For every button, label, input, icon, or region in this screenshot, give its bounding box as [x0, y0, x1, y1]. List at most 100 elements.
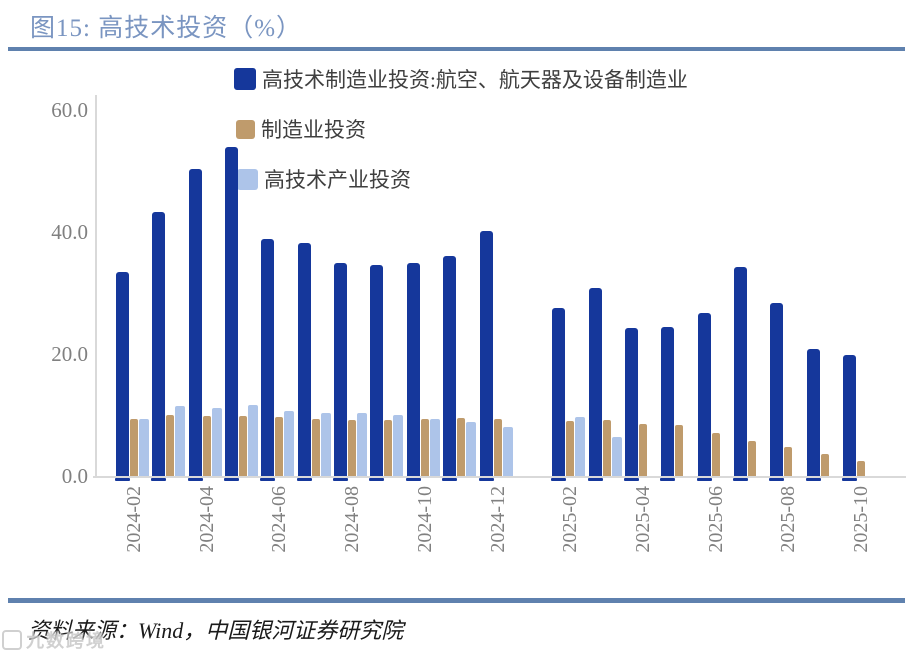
- bar-aero-2024-06: [261, 238, 275, 476]
- bar-aero-2024-04: [188, 169, 202, 476]
- bar-manufacturing-2024-11: [457, 418, 466, 476]
- x-axis-tick: [769, 478, 785, 481]
- legend-swatch-hightech-icon: [237, 168, 258, 190]
- x-axis-tick: [369, 478, 385, 481]
- x-axis-tick: [623, 478, 639, 481]
- chart-legend: 高技术制造业投资:航空、航天器及设备制造业 制造业投资 高技术产业投资: [234, 64, 688, 214]
- x-tick-label: 2024-04: [195, 486, 218, 553]
- bar-manufacturing-2025-02: [566, 421, 575, 476]
- bar-manufacturing-2024-05: [239, 416, 248, 476]
- bar-manufacturing-2025-09: [820, 454, 829, 476]
- bar-aero-2024-08: [334, 263, 348, 476]
- bar-aero-2024-09: [370, 264, 384, 476]
- x-axis-tick: [842, 478, 857, 481]
- bar-aero-2024-02: [116, 272, 129, 476]
- bar-aero-2024-12: [479, 230, 493, 476]
- x-axis-tick: [551, 478, 567, 481]
- bar-aero-2025-07: [733, 266, 747, 476]
- bar-hightech-2025-03: [611, 436, 622, 476]
- x-axis-tick: [187, 478, 203, 481]
- bar-manufacturing-2025-03: [602, 419, 611, 476]
- bar-aero-2025-05: [661, 326, 675, 476]
- x-tick-label: 2025-10: [850, 486, 872, 553]
- x-axis-tick: [151, 478, 167, 481]
- x-axis-tick: [732, 478, 748, 481]
- bar-hightech-2024-08: [357, 413, 368, 476]
- bar-manufacturing-2024-03: [166, 415, 175, 476]
- bar-aero-2024-10: [406, 262, 420, 476]
- legend-swatch-aero-icon: [234, 68, 256, 90]
- bar-hightech-2024-12: [502, 427, 513, 476]
- x-axis-tick: [660, 478, 676, 481]
- y-axis-line: [95, 95, 97, 478]
- bar-manufacturing-2024-09: [384, 420, 393, 476]
- bar-aero-2024-05: [225, 147, 239, 476]
- bar-manufacturing-2024-07: [311, 418, 320, 476]
- bar-aero-2025-06: [697, 313, 711, 476]
- x-tick-label: 2025-06: [704, 486, 727, 553]
- bar-hightech-2024-06: [284, 410, 295, 476]
- x-tick-label: 2024-06: [268, 486, 291, 553]
- figure-title: 图15: 高技术投资（%）: [30, 15, 303, 42]
- legend-swatch-manufacturing-icon: [236, 119, 255, 139]
- x-axis-tick: [442, 478, 458, 481]
- x-axis-tick: [260, 478, 276, 481]
- bar-hightech-2024-05: [248, 405, 259, 476]
- bar-aero-2025-03: [588, 288, 602, 476]
- x-axis-tick: [115, 478, 130, 481]
- legend-label-manufacturing: 制造业投资: [261, 118, 366, 142]
- bar-aero-2025-09: [806, 349, 820, 476]
- bar-manufacturing-2024-08: [348, 419, 357, 476]
- bar-manufacturing-2025-04: [638, 424, 647, 476]
- x-axis-tick: [405, 478, 421, 481]
- bar-aero-2025-02: [552, 307, 566, 476]
- x-tick-label: 2025-02: [559, 486, 582, 553]
- y-tick-label: 60.0: [51, 98, 88, 122]
- legend-label-hightech: 高技术产业投资: [264, 168, 411, 192]
- x-axis-tick: [587, 478, 603, 481]
- footer-divider: [8, 598, 905, 603]
- x-axis-tick: [296, 478, 312, 481]
- bar-hightech-2024-04: [211, 407, 222, 476]
- x-tick-label: 2024-08: [341, 486, 364, 553]
- bar-aero-2025-10: [843, 354, 856, 476]
- bar-aero-2025-04: [624, 328, 638, 476]
- x-tick-label: 2024-02: [123, 486, 145, 553]
- bar-aero-2024-11: [443, 256, 457, 476]
- bar-manufacturing-2025-08: [784, 446, 793, 476]
- y-tick-label: 20.0: [51, 342, 88, 366]
- x-axis-tick: [696, 478, 712, 481]
- x-tick-label: 2025-08: [777, 486, 800, 553]
- bar-hightech-2024-02: [139, 418, 149, 476]
- bar-hightech-2024-11: [466, 422, 477, 476]
- watermark-logo-icon: [2, 630, 22, 650]
- bar-hightech-2024-03: [175, 406, 186, 476]
- bar-manufacturing-2025-05: [675, 425, 684, 476]
- x-axis-tick: [805, 478, 821, 481]
- legend-item-manufacturing-investment: 制造业投资: [234, 114, 688, 144]
- bar-manufacturing-2024-12: [493, 419, 502, 476]
- y-tick-label: 0.0: [61, 464, 88, 488]
- source-note: 资料来源：Wind，中国银河证券研究院: [28, 618, 404, 643]
- legend-item-aero-investment: 高技术制造业投资:航空、航天器及设备制造业: [234, 64, 688, 94]
- bar-manufacturing-2024-10: [420, 418, 429, 476]
- bar-manufacturing-2025-07: [747, 440, 756, 476]
- bar-manufacturing-2025-10: [857, 461, 865, 476]
- bar-aero-2024-03: [152, 212, 166, 476]
- bar-manufacturing-2024-04: [202, 415, 211, 476]
- x-tick-label: 2025-04: [631, 486, 654, 553]
- x-tick-label: 2024-10: [413, 486, 436, 553]
- x-axis-tick: [478, 478, 494, 481]
- bar-hightech-2024-07: [320, 412, 331, 476]
- x-axis-tick: [224, 478, 240, 481]
- bar-hightech-2024-10: [429, 418, 440, 476]
- x-axis-tick: [333, 478, 349, 481]
- legend-label-aero: 高技术制造业投资:航空、航天器及设备制造业: [262, 68, 688, 92]
- bar-manufacturing-2024-02: [130, 418, 138, 476]
- legend-item-hightech-investment: 高技术产业投资: [234, 164, 688, 194]
- bar-aero-2025-08: [770, 302, 784, 476]
- bar-aero-2024-07: [297, 242, 311, 476]
- bar-manufacturing-2025-06: [711, 432, 720, 476]
- bar-hightech-2025-02: [575, 417, 586, 476]
